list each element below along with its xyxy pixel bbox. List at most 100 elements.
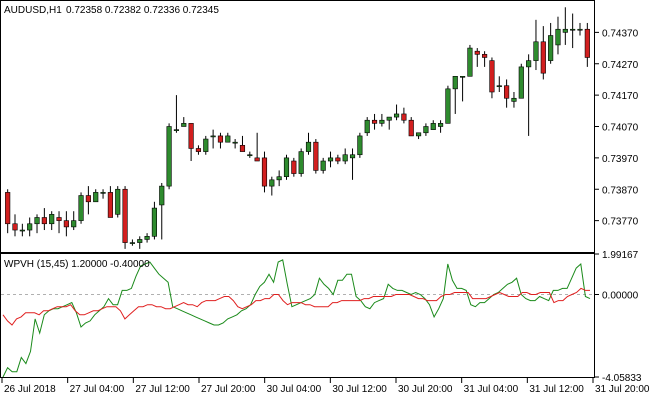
candle-body [540, 41, 546, 74]
candle-body [298, 151, 304, 174]
candle-body [247, 154, 253, 157]
candle-body [504, 85, 510, 99]
candle [269, 176, 275, 196]
candle-body [261, 157, 268, 187]
candle [548, 22, 554, 64]
time-tick-label: 31 Jul 04:00 [464, 384, 519, 395]
candle [445, 85, 451, 124]
price-tick-label: 0.74370 [602, 28, 639, 39]
candle-body [100, 192, 106, 194]
candle-body [371, 119, 378, 124]
time-tick-label: 27 Jul 04:00 [70, 384, 125, 395]
candle-body [85, 195, 91, 203]
candle [423, 123, 429, 136]
candle [129, 239, 135, 246]
candle-body [511, 97, 517, 102]
candle-body [239, 145, 246, 152]
candle-body [342, 154, 348, 162]
candle-body [78, 195, 84, 221]
wpvh-red-line [2, 287, 590, 326]
candle [570, 13, 576, 49]
candle [371, 113, 378, 130]
candle-body [188, 123, 194, 149]
candle-body [181, 123, 187, 127]
candle-body [27, 223, 33, 231]
candle-body [313, 141, 319, 171]
ohlc-readout: 0.72358 0.72382 0.72336 0.72345 [66, 5, 219, 16]
candle-body [203, 138, 209, 152]
candle [291, 157, 297, 177]
candle [526, 54, 532, 136]
candle [173, 95, 180, 133]
candle-body [467, 47, 473, 77]
candle [357, 132, 363, 158]
candle-body [305, 141, 312, 152]
candle-body [526, 60, 532, 68]
candle [313, 139, 319, 174]
candle [181, 117, 187, 127]
indicator-tick-label: 0.00000 [602, 290, 639, 301]
candle-body [137, 239, 143, 243]
candle-body [482, 54, 488, 58]
candle-body [555, 28, 561, 46]
candle-body [357, 135, 363, 156]
time-tick-label: 27 Jul 12:00 [135, 384, 190, 395]
candle [518, 63, 524, 99]
candle [533, 19, 539, 71]
candle-body [533, 41, 539, 61]
candle-body [166, 126, 172, 187]
candle-body [452, 76, 458, 90]
candle-body [364, 119, 370, 134]
candle [261, 151, 268, 193]
candle-body [283, 157, 290, 178]
candle [85, 186, 91, 215]
candle [540, 26, 546, 80]
candle-body [423, 126, 429, 134]
candle-body [570, 28, 576, 31]
candle [276, 170, 282, 187]
candle [415, 132, 422, 140]
candle [210, 129, 216, 149]
candle [144, 233, 150, 243]
indicator-layer [1, 259, 594, 378]
candle-body [34, 217, 40, 225]
candle-body [460, 76, 466, 78]
indicator-axis: 1.99167 0.00000 -4.05833 [594, 250, 642, 384]
candle [555, 16, 561, 55]
candle-body [496, 85, 502, 88]
candle [401, 107, 407, 124]
candle [107, 186, 113, 218]
candle-body [19, 229, 25, 232]
candle-body [379, 119, 385, 124]
candle [482, 51, 488, 67]
candle [577, 22, 583, 36]
candle-body [276, 176, 282, 181]
candle-body [415, 132, 422, 137]
candle [34, 214, 40, 234]
candle [584, 22, 590, 67]
candle [56, 211, 62, 234]
candle [430, 120, 436, 130]
candle [12, 214, 18, 237]
candle [195, 145, 202, 155]
candle [474, 48, 480, 67]
candle [232, 139, 238, 149]
candle [327, 151, 334, 168]
candle-body [254, 157, 260, 162]
candle [71, 211, 77, 231]
candle-body [518, 66, 524, 99]
candle [452, 76, 458, 114]
candle-body [107, 192, 113, 218]
candle [159, 182, 165, 240]
candle [188, 123, 194, 162]
candle-body [225, 135, 231, 143]
candle [49, 211, 55, 231]
candle-body [56, 217, 62, 221]
time-tick-label: 30 Jul 20:00 [398, 384, 453, 395]
candle-body [144, 236, 150, 240]
candle [489, 57, 495, 99]
indicator-label: WPVH (15,45) 1.20000 -0.40000 [4, 259, 150, 270]
candle [298, 148, 304, 177]
candle-body [195, 148, 202, 152]
